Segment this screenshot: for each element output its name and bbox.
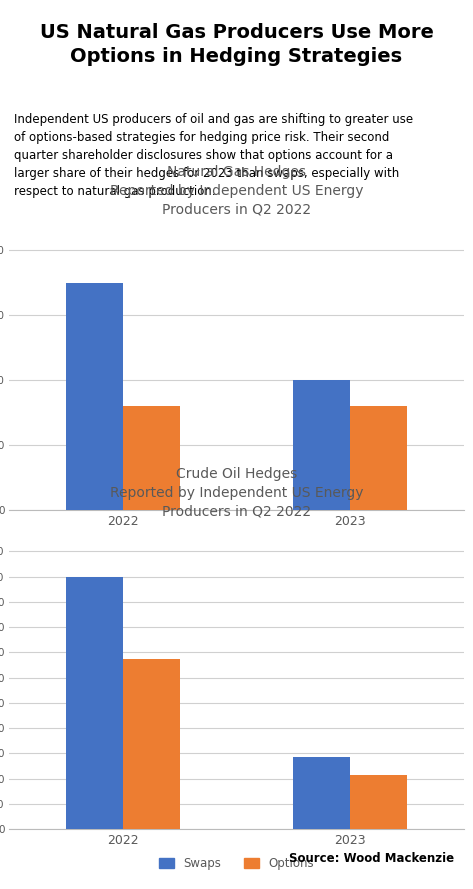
Bar [123, 406, 180, 510]
Bar [123, 659, 180, 829]
Bar [66, 283, 123, 510]
Text: Independent US producers of oil and gas are shifting to greater use
of options-b: Independent US producers of oil and gas … [14, 113, 413, 198]
Bar [350, 775, 407, 829]
Bar [293, 380, 350, 510]
Bar [293, 757, 350, 829]
Title: Crude Oil Hedges
Reported by Independent US Energy
Producers in Q2 2022: Crude Oil Hedges Reported by Independent… [110, 468, 363, 518]
Legend: Swaps, Options: Swaps, Options [155, 533, 318, 556]
Text: US Natural Gas Producers Use More
Options in Hedging Strategies: US Natural Gas Producers Use More Option… [40, 23, 433, 66]
Title: Natural Gas Hedges
Reported by Independent US Energy
Producers in Q2 2022: Natural Gas Hedges Reported by Independe… [110, 165, 363, 216]
Text: Source: Wood Mackenzie: Source: Wood Mackenzie [289, 852, 455, 865]
Bar [350, 406, 407, 510]
Legend: Swaps, Options: Swaps, Options [155, 853, 318, 875]
Bar [66, 577, 123, 829]
